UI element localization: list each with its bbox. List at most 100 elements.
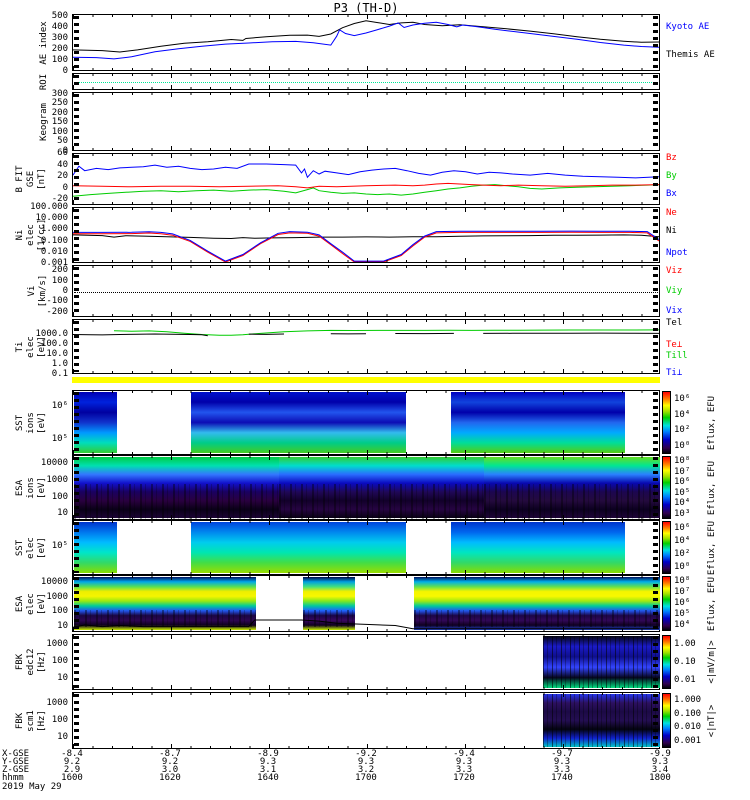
colorbar-title-fbk_scm: <|nT|> <box>706 692 717 749</box>
spectro-segment-esa_ions-0 <box>74 457 280 518</box>
date-label: 2019 May 29 <box>2 782 62 792</box>
ephemeris-value: 3.2 <box>357 765 375 775</box>
y-tick-label: 10 <box>57 731 68 742</box>
x-axis-row-label-x-gse: X-GSE <box>2 749 30 759</box>
y-ticks-right <box>653 155 658 203</box>
ephemeris-value: 3.0 <box>161 765 179 775</box>
y-ticks-left <box>74 636 79 688</box>
panel-label-line: elec <box>25 575 36 632</box>
colorbar-tick-label: 0.10 <box>674 656 696 667</box>
colorbar-tick-label: 10⁸ <box>674 576 691 587</box>
colorbar-tick-label: 10⁶ <box>674 522 691 533</box>
panel-label-text: AE index <box>38 20 49 65</box>
y-tick-label: 1.0 <box>51 358 68 369</box>
legend-tel: Tel <box>666 317 683 328</box>
colorbar-title-sst_elec: Eflux, EFU <box>706 520 717 575</box>
x-ticks-top <box>73 93 659 97</box>
y-ticks-right <box>653 321 658 372</box>
colorbar-title-sst_ions: Eflux, EFU <box>706 390 717 455</box>
ephemeris-value: 9.2 <box>161 757 179 767</box>
ephemeris-value: 9.3 <box>357 757 375 767</box>
y-tick-label: 300 <box>51 88 68 99</box>
ne-line <box>73 231 659 262</box>
legend-by: By <box>666 170 677 181</box>
panel-label-text: Keogram <box>38 102 49 141</box>
spectro-mottle <box>413 610 660 627</box>
x-ticks-top <box>73 521 659 525</box>
spectro-mottle <box>74 610 256 627</box>
spectro-segment-esa_ions-1 <box>279 457 485 518</box>
colorbar-tick-label: 10⁷ <box>674 466 691 477</box>
colorbar-esa_ions <box>662 456 671 519</box>
panel-label-text: B FIT <box>14 165 25 193</box>
panel-label-text: SST <box>14 414 25 431</box>
panel-label-text: SST <box>14 539 25 556</box>
reference-line <box>74 81 658 83</box>
y-tick-label: 10⁵ <box>51 541 68 552</box>
panel-label-line: [eV] <box>36 390 47 455</box>
colorbar-tick-label: 10⁶ <box>674 393 691 404</box>
panel-label-line: [Hz] <box>36 634 47 690</box>
tel-line <box>73 333 208 337</box>
panel-label-line: B FIT <box>14 153 25 205</box>
y-tick-label: 1.000 <box>40 224 68 235</box>
colorbar-tick-label: 1.00 <box>674 638 696 649</box>
y-tick-label: 100.0 <box>40 338 68 349</box>
y-tick-label: 10 <box>57 621 68 632</box>
ephemeris-value: 9.3 <box>455 757 473 767</box>
y-tick-label: 0 <box>62 286 68 296</box>
legend-viy: Viy <box>666 286 683 296</box>
y-tick-label: 100 <box>51 714 68 725</box>
panel-label-text: [eV] <box>36 411 47 434</box>
x-axis-row-label-z-gse: Z-GSE <box>2 765 30 775</box>
series-plot-ae <box>73 20 659 60</box>
x-ticks-top <box>73 74 659 78</box>
y-tick-label: 250 <box>51 98 68 109</box>
panel-label-line: SST <box>14 520 25 575</box>
y-ticks-left <box>74 457 79 518</box>
x-minor-ticks-top <box>73 576 659 578</box>
spectro-segment-esa_elec-0 <box>74 577 256 630</box>
panel-label-bfit: B FIT GSE [nT] <box>14 153 50 205</box>
panel-label-text: elec <box>25 592 36 615</box>
ephemeris-value: 9.3 <box>651 757 669 767</box>
y-tick-label: 100 <box>51 126 68 137</box>
y-tick-label: 400 <box>51 22 68 33</box>
y-tick-label: 200 <box>51 107 68 118</box>
y-tick-label: 60 <box>57 148 68 158</box>
legend-te: Te⊥ <box>666 339 683 350</box>
x-minor-ticks-bottom <box>73 517 659 519</box>
panel-keogram <box>72 92 660 151</box>
spectro-segment-sst_elec-0 <box>74 522 117 573</box>
colorbar-sst_elec <box>662 521 671 574</box>
panel-label-line: [nT] <box>36 153 47 205</box>
colorbar-tick-label: 10² <box>674 549 691 560</box>
kyoto-ae-line <box>73 21 659 60</box>
bx-line <box>73 163 659 179</box>
legend-till: Till <box>666 350 688 361</box>
x-ticks-top <box>73 576 659 580</box>
y-ticks-left <box>74 94 79 149</box>
panel-label-text: elec <box>25 536 36 559</box>
y-tick-label: 1000 <box>46 697 68 708</box>
legend-vix: Vix <box>666 305 683 316</box>
panel-label-line: elec <box>25 520 36 575</box>
panel-ni <box>72 207 660 263</box>
y-ticks-right <box>653 392 658 453</box>
panel-label-line: ROI <box>38 73 49 90</box>
panel-label-text: [eV] <box>36 536 47 559</box>
legend-bx: Bx <box>666 189 677 200</box>
colorbar-title-text: Eflux, EFU <box>706 395 717 450</box>
panel-label-line: [eV] <box>36 575 47 632</box>
till-line <box>113 329 659 336</box>
ephemeris-value: -9.4 <box>453 749 475 759</box>
y-tick-label: 10⁵ <box>51 433 68 444</box>
panel-label-ni: Ni elec [1/cc] <box>14 207 50 263</box>
ephemeris-value: -8.4 <box>61 749 83 759</box>
y-tick-label: 1000 <box>46 591 68 602</box>
y-ticks-right <box>653 267 658 315</box>
colorbar-tick-label: 10⁴ <box>674 535 691 546</box>
y-ticks-right <box>653 694 658 747</box>
colorbar-tick-label: 10⁴ <box>674 620 691 631</box>
y-tick-label: 50 <box>57 136 68 147</box>
